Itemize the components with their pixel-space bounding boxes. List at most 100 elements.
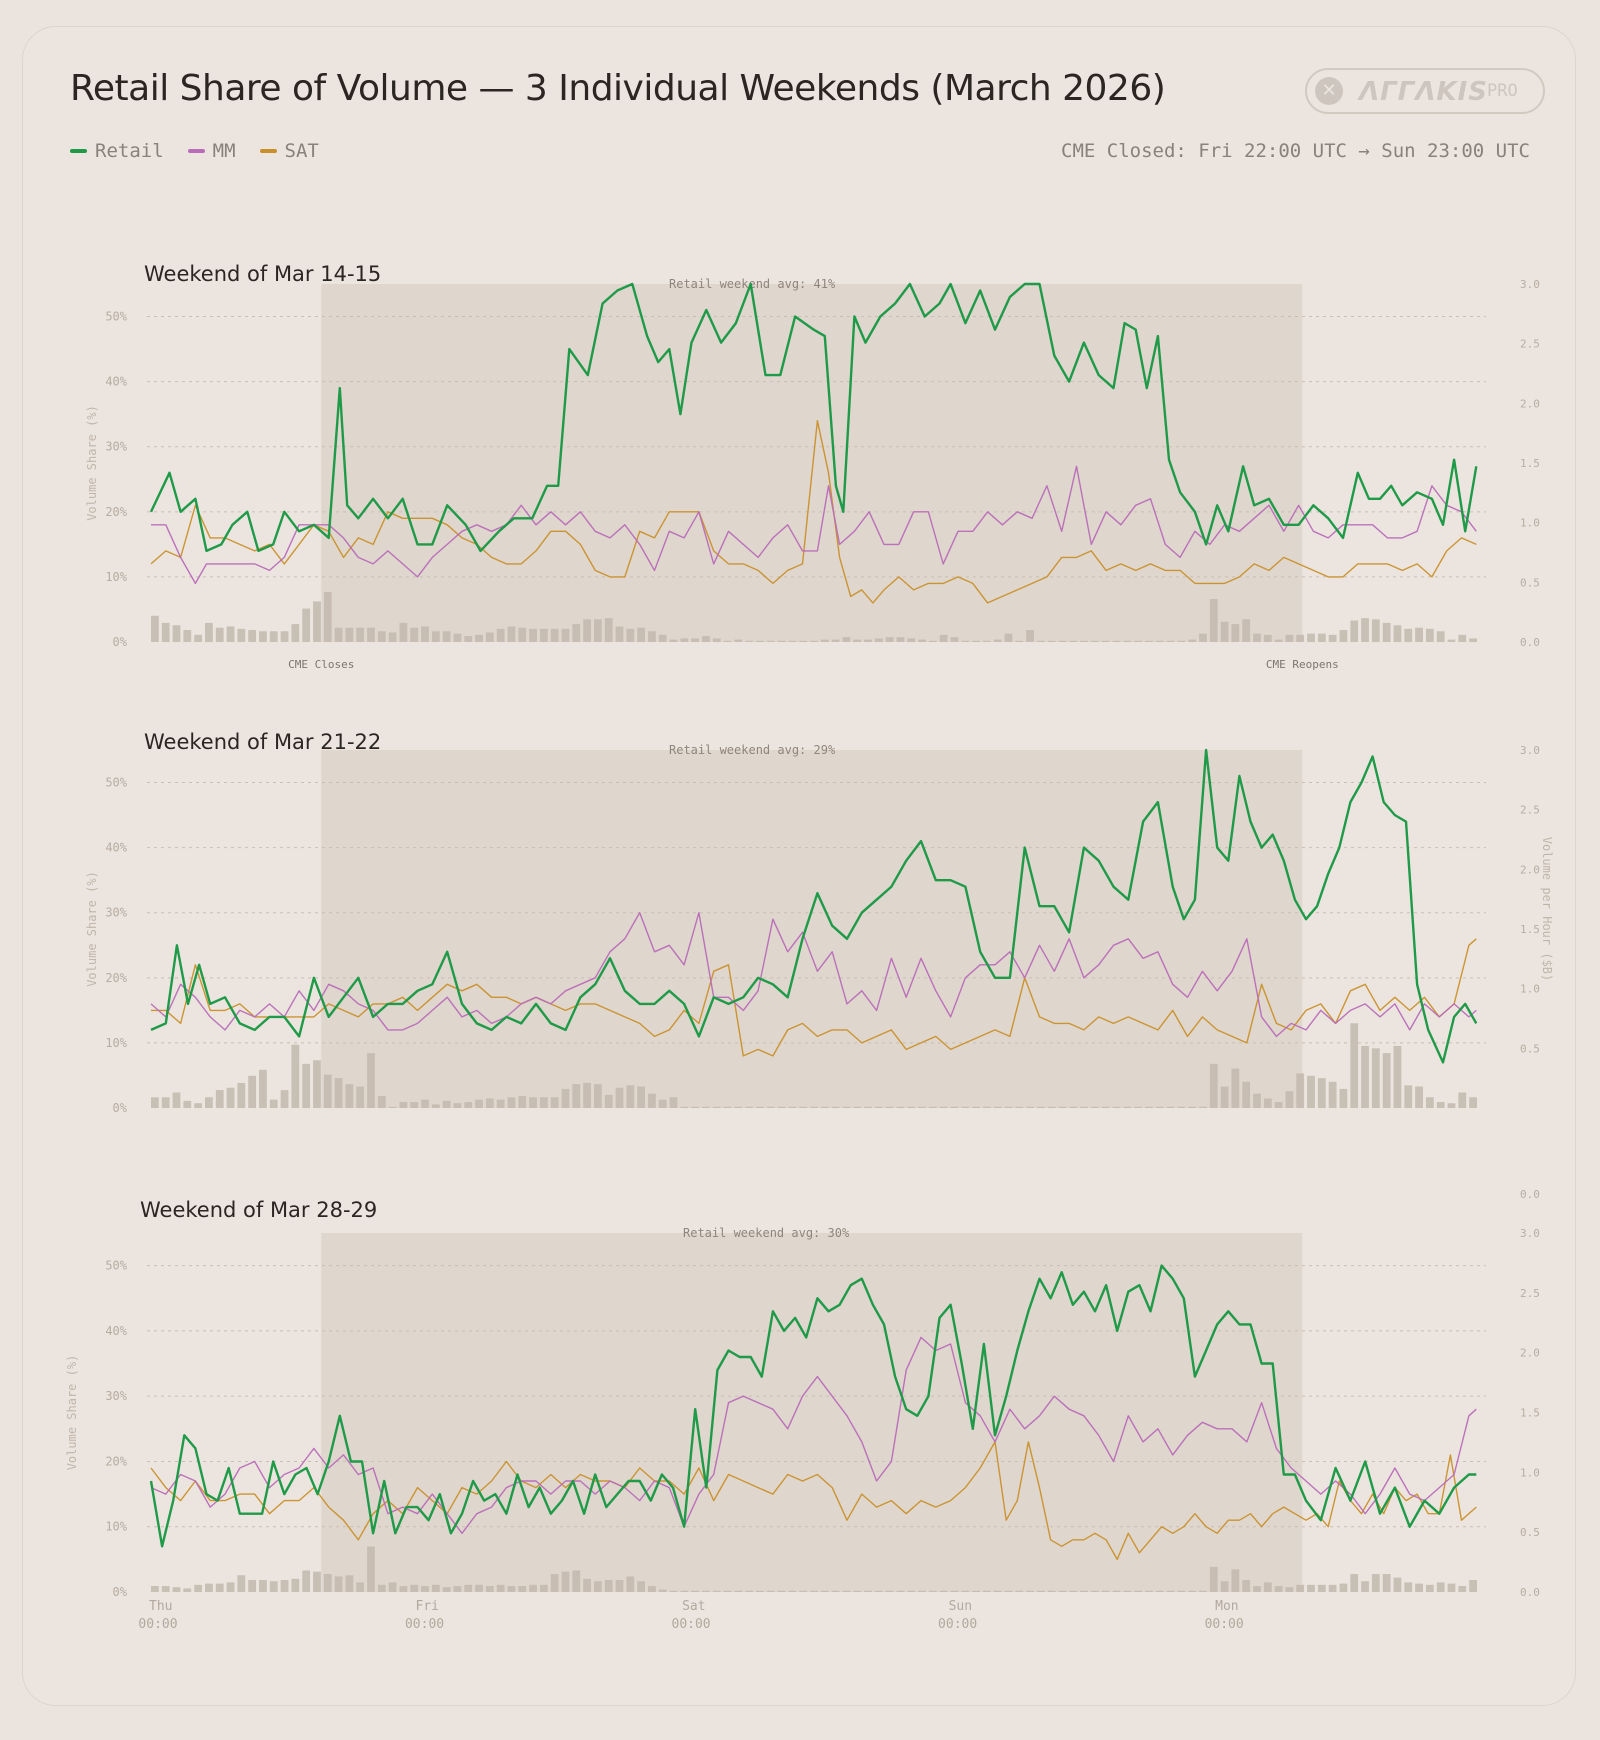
volume-bar	[183, 1588, 192, 1592]
volume-bar	[561, 1088, 570, 1108]
x-tick-day: Thu	[149, 1599, 172, 1614]
volume-bar	[1339, 1088, 1348, 1108]
x-tick-time: 00:00	[1205, 1617, 1244, 1632]
y2-tick-label: 2.0	[1520, 397, 1540, 410]
volume-bar	[1177, 1106, 1186, 1108]
x-tick-day: Fri	[416, 1599, 439, 1614]
volume-bar	[1069, 1106, 1078, 1108]
y2-tick-label: 3.0	[1520, 744, 1540, 757]
volume-bar	[1263, 634, 1272, 642]
y-axis-label: Volume Share (%)	[85, 871, 99, 987]
volume-bar	[853, 639, 862, 642]
volume-bar	[885, 1590, 894, 1592]
volume-bar	[1339, 630, 1348, 642]
volume-bar	[151, 1097, 159, 1108]
y-axis-label: Volume Share (%)	[65, 1355, 79, 1471]
y2-tick-label: 2.0	[1520, 863, 1540, 876]
volume-bar	[410, 1584, 419, 1592]
volume-bar	[756, 1106, 764, 1108]
brand-logo: ✕ ΛΓΓΛKIS PRO	[1305, 68, 1545, 114]
volume-bar	[302, 608, 311, 642]
volume-bar	[1253, 1586, 1261, 1592]
panel-2: 0% 10% 20% 30% 40% 50% 0.5 1.0 1.5 2.0 2.5 3.0 Volum…	[85, 743, 1554, 1115]
volume-bar	[615, 1580, 624, 1592]
volume-bar	[820, 1590, 829, 1592]
volume-bar	[766, 1106, 775, 1108]
volume-bar	[453, 1586, 462, 1592]
event-label-cme-reopens: CME Reopens	[1266, 658, 1339, 671]
volume-bar	[1425, 628, 1434, 642]
volume-bar	[1274, 1586, 1283, 1592]
legend-item-sat: SAT	[259, 140, 319, 162]
volume-bar	[172, 625, 181, 642]
volume-bar	[442, 1587, 451, 1592]
weekend-shade	[321, 750, 1303, 1108]
volume-bar	[723, 1590, 732, 1592]
volume-bar	[1026, 630, 1034, 642]
y2-tick-label: 1.0	[1520, 517, 1540, 530]
volume-bar	[702, 1590, 710, 1592]
volume-bar	[680, 638, 689, 642]
series-line-retail	[149, 282, 1478, 553]
volume-bar	[1263, 1098, 1272, 1108]
logo-pro-badge: PRO	[1487, 81, 1518, 101]
series-line-mm	[150, 912, 1477, 1038]
legend-swatch-retail	[70, 149, 87, 153]
volume-bar	[1026, 1590, 1034, 1592]
volume-bar	[410, 1102, 419, 1108]
volume-bar	[377, 1584, 386, 1592]
x-tick-time: 00:00	[138, 1617, 177, 1632]
volume-bar	[421, 626, 429, 642]
volume-bar	[518, 1586, 527, 1592]
volume-bar	[485, 1586, 494, 1592]
volume-bar	[939, 1590, 948, 1592]
volume-bar	[550, 628, 559, 642]
volume-bar	[1231, 1569, 1240, 1592]
volume-bar	[1112, 640, 1121, 642]
volume-bar	[1447, 639, 1456, 642]
volume-bar	[1199, 1590, 1207, 1592]
volume-bar	[1317, 1078, 1326, 1108]
volume-bar	[993, 1590, 1002, 1592]
volume-bar	[712, 1590, 721, 1592]
volume-bar	[648, 1093, 656, 1108]
volume-bar	[518, 627, 527, 642]
volume-bar	[777, 640, 786, 642]
volume-bar	[1015, 1590, 1024, 1592]
volume-bar	[561, 1571, 570, 1592]
volume-bar	[1317, 633, 1326, 642]
y-axis-label: Volume Share (%)	[85, 405, 99, 521]
volume-bar	[874, 1590, 883, 1592]
volume-bar	[1101, 1590, 1110, 1592]
y-tick-label: 20%	[105, 1454, 127, 1468]
volume-bar	[1361, 618, 1369, 642]
volume-bar	[259, 631, 267, 642]
volume-bar	[648, 1586, 656, 1592]
y2-tick-label: 0.0	[1520, 1188, 1540, 1201]
panel-1: 0% 10% 20% 30% 40% 50% 0.0 0.5 1.0 1.5 2.0 2.5 3.0 Vo…	[85, 277, 1540, 671]
volume-bar	[766, 640, 775, 642]
volume-bar	[1382, 1574, 1391, 1592]
y2-tick-label: 0.0	[1520, 636, 1540, 649]
volume-bar	[993, 639, 1002, 642]
volume-bar	[1371, 619, 1380, 642]
y-tick-label: 10%	[105, 1036, 127, 1050]
volume-bar	[205, 1097, 213, 1108]
volume-bar	[1123, 1590, 1132, 1592]
volume-bar	[1404, 1582, 1413, 1592]
volume-bar	[1058, 1106, 1067, 1108]
volume-bar	[626, 1085, 635, 1108]
volume-bar	[1242, 619, 1251, 642]
volume-bar	[1328, 634, 1337, 642]
volume-bar	[1058, 640, 1067, 642]
weekend-shade	[321, 284, 1303, 642]
volume-bar	[345, 1575, 354, 1592]
y-tick-label: 50%	[105, 310, 127, 324]
volume-bar	[496, 1584, 505, 1592]
volume-bar	[572, 1084, 581, 1108]
volume-bar	[1037, 640, 1045, 642]
volume-bar	[291, 1044, 300, 1108]
volume-bar	[421, 1586, 429, 1592]
volume-bar	[1274, 639, 1283, 642]
y-tick-label: 30%	[105, 440, 127, 454]
